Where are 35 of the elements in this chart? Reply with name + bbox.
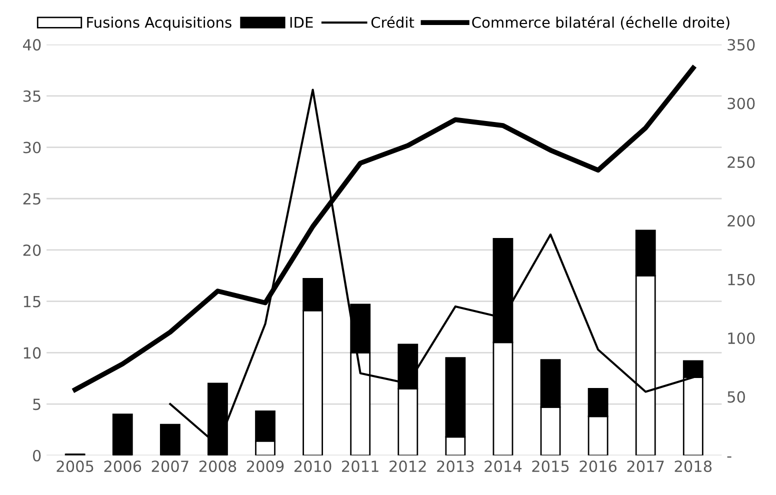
x-tick-label: 2017 <box>627 460 664 472</box>
y-tick-label: 30 <box>23 142 41 154</box>
x-tick-label: 2014 <box>484 460 522 472</box>
y-tick-label: 25 <box>23 193 40 205</box>
y2-tick-label: 50 <box>728 391 745 403</box>
y2-tick-label: 200 <box>728 215 755 227</box>
x-tick-label: 2015 <box>532 460 569 472</box>
x-tick-label: 2007 <box>152 460 188 472</box>
x-tick-label: 2013 <box>437 460 474 472</box>
x-tick-label: 2011 <box>342 460 378 472</box>
y2-tick-label: - <box>727 456 732 458</box>
x-tick-label: 2010 <box>294 460 332 472</box>
x-tick-label: 2006 <box>104 460 142 472</box>
y-tick-label: 15 <box>24 296 40 308</box>
y-tick-label: 5 <box>33 398 40 410</box>
x-tick-label: 2008 <box>199 460 236 472</box>
legend-label: IDE <box>290 17 313 28</box>
y2-tick-label: 250 <box>728 156 755 168</box>
x-tick-label: 2016 <box>580 460 617 472</box>
legend-label: Crédit <box>371 16 414 28</box>
y2-tick-label: 100 <box>728 332 755 344</box>
x-tick-label: 2009 <box>246 460 284 472</box>
x-tick-label: 2012 <box>390 460 426 472</box>
y-tick-label: 0 <box>32 450 41 462</box>
y-tick-label: 35 <box>23 90 40 102</box>
legend-label: Commerce bilatéral (échelle droite) <box>472 16 730 30</box>
y-tick-label: 40 <box>23 39 41 51</box>
y2-tick-label: 300 <box>728 98 755 110</box>
legend-label: Fusions Acquisitions <box>87 16 232 31</box>
y2-tick-label: 350 <box>728 39 755 51</box>
x-tick-label: 2018 <box>674 460 712 472</box>
y-tick-label: 20 <box>23 244 41 256</box>
y2-tick-label: 150 <box>728 274 755 286</box>
x-tick-label: 2005 <box>56 460 94 472</box>
y-tick-label: 10 <box>24 347 41 359</box>
